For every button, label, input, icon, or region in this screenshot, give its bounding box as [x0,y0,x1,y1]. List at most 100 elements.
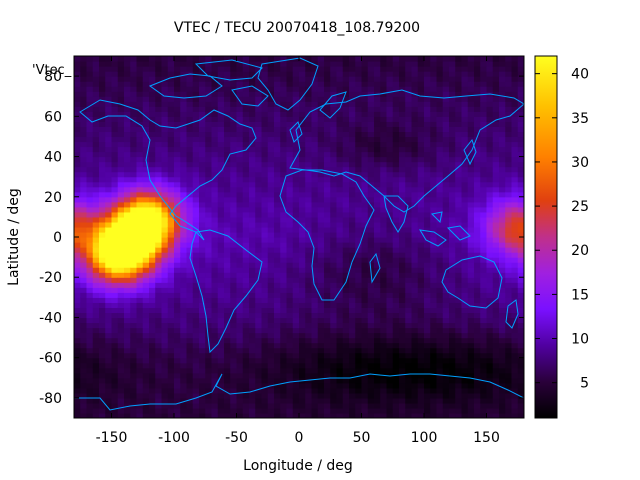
heatmap-cell [161,342,169,349]
heatmap-cell [92,267,100,273]
heatmap-cell [130,287,138,293]
heatmap-cell [74,166,81,173]
heatmap-cell [386,262,394,268]
heatmap-cell [380,297,388,303]
heatmap-cell [167,171,175,178]
heatmap-cell [74,201,81,208]
heatmap-cell [280,96,288,102]
heatmap-cell [155,111,163,117]
heatmap-cell [124,186,131,193]
heatmap-cell [255,347,263,354]
heatmap-cell [274,91,281,97]
heatmap-cell [286,352,294,359]
heatmap-cell [167,237,175,243]
heatmap-cell [174,412,181,418]
heatmap-cell [267,141,275,148]
heatmap-cell [92,76,100,82]
heatmap-cell [486,111,494,117]
heatmap-cell [249,226,256,233]
heatmap-cell [486,106,494,112]
heatmap-cell [242,392,250,399]
heatmap-cell [305,402,313,409]
heatmap-cell [480,71,488,77]
heatmap-cell [242,191,250,198]
heatmap-cell [386,131,394,138]
heatmap-cell [386,96,394,102]
heatmap-cell [230,392,238,399]
heatmap-cell [217,76,225,82]
heatmap-cell [136,267,144,273]
heatmap-cell [405,332,413,339]
heatmap-cell [80,382,88,389]
heatmap-cell [442,221,450,228]
heatmap-cell [217,402,225,409]
heatmap-cell [136,372,144,379]
heatmap-cell [305,161,313,168]
heatmap-cell [192,221,200,228]
heatmap-cell [417,166,425,173]
heatmap-cell [367,307,375,314]
heatmap-cell [311,136,319,143]
heatmap-cell [124,71,131,77]
heatmap-cell [217,171,225,178]
heatmap-cell [149,96,156,102]
heatmap-cell [274,262,281,268]
heatmap-cell [330,186,338,193]
heatmap-cell [217,352,225,359]
heatmap-cell [467,191,475,198]
heatmap-cell [161,106,169,112]
heatmap-cell [92,392,100,399]
heatmap-cell [74,116,81,122]
heatmap-cell [336,257,344,263]
heatmap-cell [305,317,313,324]
heatmap-cell [411,327,419,334]
heatmap-cell [480,171,488,178]
heatmap-cell [149,287,156,293]
heatmap-cell [155,141,163,148]
heatmap-cell [111,81,119,87]
heatmap-cell [111,257,119,263]
heatmap-cell [255,216,263,223]
heatmap-cell [486,402,494,409]
heatmap-cell [142,342,150,349]
heatmap-cell [342,322,350,329]
heatmap-cell [424,287,431,293]
heatmap-cell [342,181,350,188]
heatmap-cell [436,146,444,153]
heatmap-cell [80,61,88,67]
heatmap-cell [330,322,338,329]
heatmap-cell [361,242,369,248]
heatmap-cell [442,76,450,82]
heatmap-cell [474,181,481,188]
heatmap-cell [130,211,138,218]
heatmap-cell [299,297,306,303]
heatmap-cell [286,402,294,409]
heatmap-cell [236,156,244,163]
heatmap-cell [330,216,338,223]
heatmap-cell [249,86,256,92]
heatmap-cell [474,186,481,193]
heatmap-cell [449,116,456,122]
heatmap-cell [249,402,256,409]
heatmap-cell [474,372,481,379]
heatmap-cell [455,111,463,117]
heatmap-cell [449,412,456,418]
heatmap-cell [305,392,313,399]
heatmap-cell [467,151,475,158]
heatmap-cell [80,352,88,359]
heatmap-cell [224,262,231,268]
heatmap-cell [217,262,225,268]
heatmap-cell [186,322,194,329]
heatmap-cell [380,407,388,414]
heatmap-cell [392,176,400,183]
heatmap-cell [142,231,150,238]
heatmap-cell [174,116,181,122]
heatmap-cell [249,372,256,379]
heatmap-cell [424,196,431,203]
heatmap-cell [455,166,463,173]
heatmap-cell [411,231,419,238]
heatmap-cell [92,407,100,414]
heatmap-cell [130,377,138,384]
heatmap-cell [361,332,369,339]
heatmap-cell [255,412,263,418]
